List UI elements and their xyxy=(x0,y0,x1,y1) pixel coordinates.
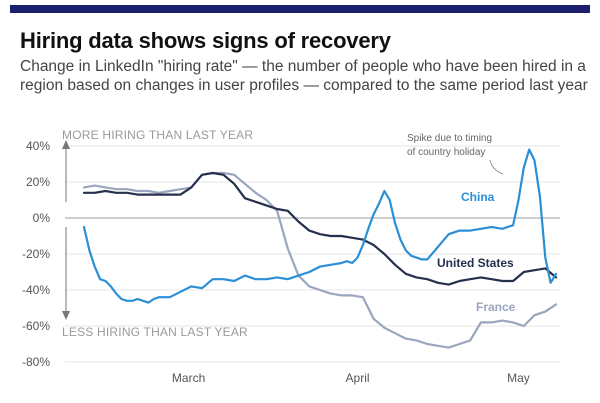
spike-note-leader xyxy=(489,159,504,175)
y-tick-label: -60% xyxy=(22,319,50,333)
less-hiring-arrow xyxy=(62,227,70,320)
more-hiring-arrow xyxy=(62,140,70,202)
x-tick-label: May xyxy=(507,371,530,385)
y-tick-label: 20% xyxy=(26,175,50,189)
france-label: France xyxy=(476,300,516,314)
series-line-china xyxy=(82,148,558,304)
chart-subtitle: Change in LinkedIn "hiring rate" — the n… xyxy=(20,58,588,94)
x-tick-label: March xyxy=(172,371,205,385)
spike-note-line1: Spike due to timing xyxy=(407,133,492,144)
series-lines xyxy=(82,148,558,349)
x-axis-ticks: March April May xyxy=(172,371,530,385)
y-tick-label: -80% xyxy=(22,355,50,369)
y-tick-label: -20% xyxy=(22,247,50,261)
china-label: China xyxy=(461,190,495,204)
more-hiring-label: MORE HIRING THAN LAST YEAR xyxy=(62,128,253,142)
chart-title: Hiring data shows signs of recovery xyxy=(20,28,391,53)
series-line-france xyxy=(82,171,558,349)
series-line-united-states xyxy=(82,171,558,286)
united-states-label: United States xyxy=(437,256,514,270)
x-tick-label: April xyxy=(346,371,370,385)
spike-note-line2: of country holiday xyxy=(407,147,485,158)
y-axis-ticks: 40% 20% 0% -20% -40% -60% -80% xyxy=(22,139,50,369)
y-tick-label: 0% xyxy=(33,211,51,225)
y-tick-label: 40% xyxy=(26,139,50,153)
top-accent-bar xyxy=(10,5,590,13)
less-hiring-label: LESS HIRING THAN LAST YEAR xyxy=(62,325,248,339)
y-tick-label: -40% xyxy=(22,283,50,297)
